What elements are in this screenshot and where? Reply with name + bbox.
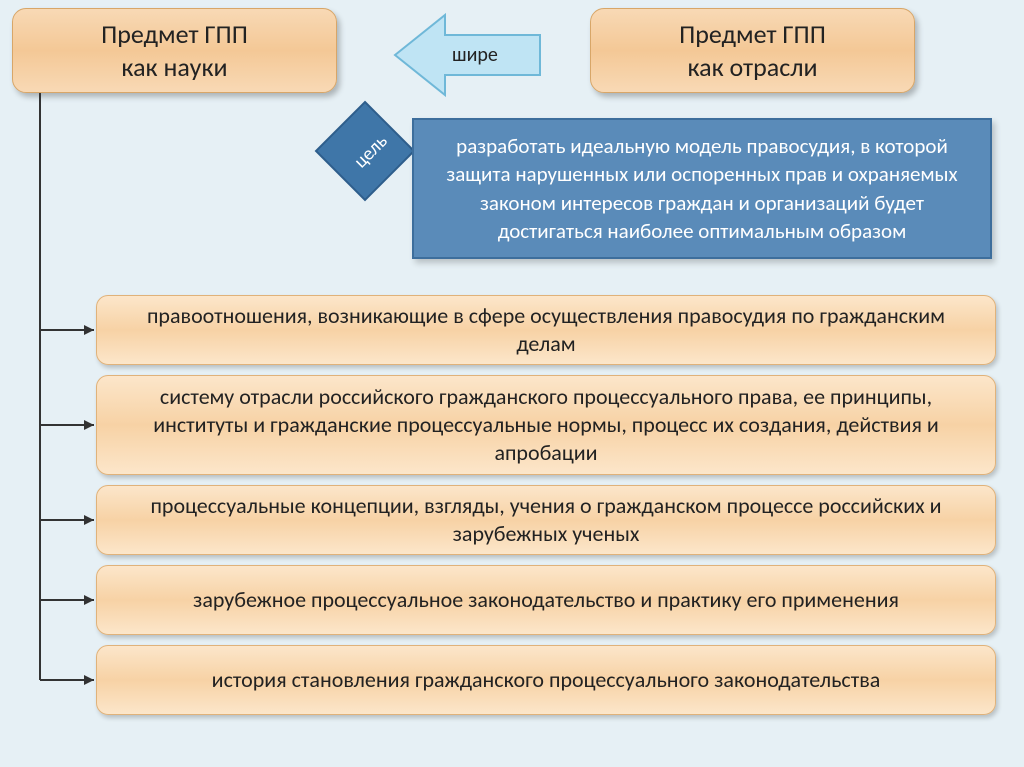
list-item-text: процессуальные концепции, взгляды, учени… <box>115 492 977 548</box>
list-item-text: систему отрасли российского гражданского… <box>115 383 977 467</box>
topic-left-line1: Предмет ГПП <box>101 18 248 50</box>
list-item-text: зарубежное процессуальное законодательст… <box>193 586 899 614</box>
list-item-text: история становления гражданского процесс… <box>212 666 881 694</box>
topic-right-line2: как отрасли <box>687 51 817 83</box>
list-item: история становления гражданского процесс… <box>96 645 996 715</box>
list-item: процессуальные концепции, взгляды, учени… <box>96 485 996 555</box>
topic-left-line2: как науки <box>121 51 227 83</box>
list-item: зарубежное процессуальное законодательст… <box>96 565 996 635</box>
goal-triangle: цель <box>310 96 420 206</box>
list-item: систему отрасли российского гражданского… <box>96 375 996 475</box>
broader-arrow: шире <box>390 5 550 105</box>
topic-box-branch: Предмет ГПП как отрасли <box>590 8 915 93</box>
topic-box-science: Предмет ГПП как науки <box>12 8 337 93</box>
topic-right-line1: Предмет ГПП <box>679 18 826 50</box>
arrow-label: шире <box>452 43 498 67</box>
list-item-text: правоотношения, возникающие в сфере осущ… <box>115 302 977 358</box>
goal-text: разработать идеальную модель правосудия,… <box>446 133 957 244</box>
goal-text-box: разработать идеальную модель правосудия,… <box>412 118 992 259</box>
list-item: правоотношения, возникающие в сфере осущ… <box>96 295 996 365</box>
